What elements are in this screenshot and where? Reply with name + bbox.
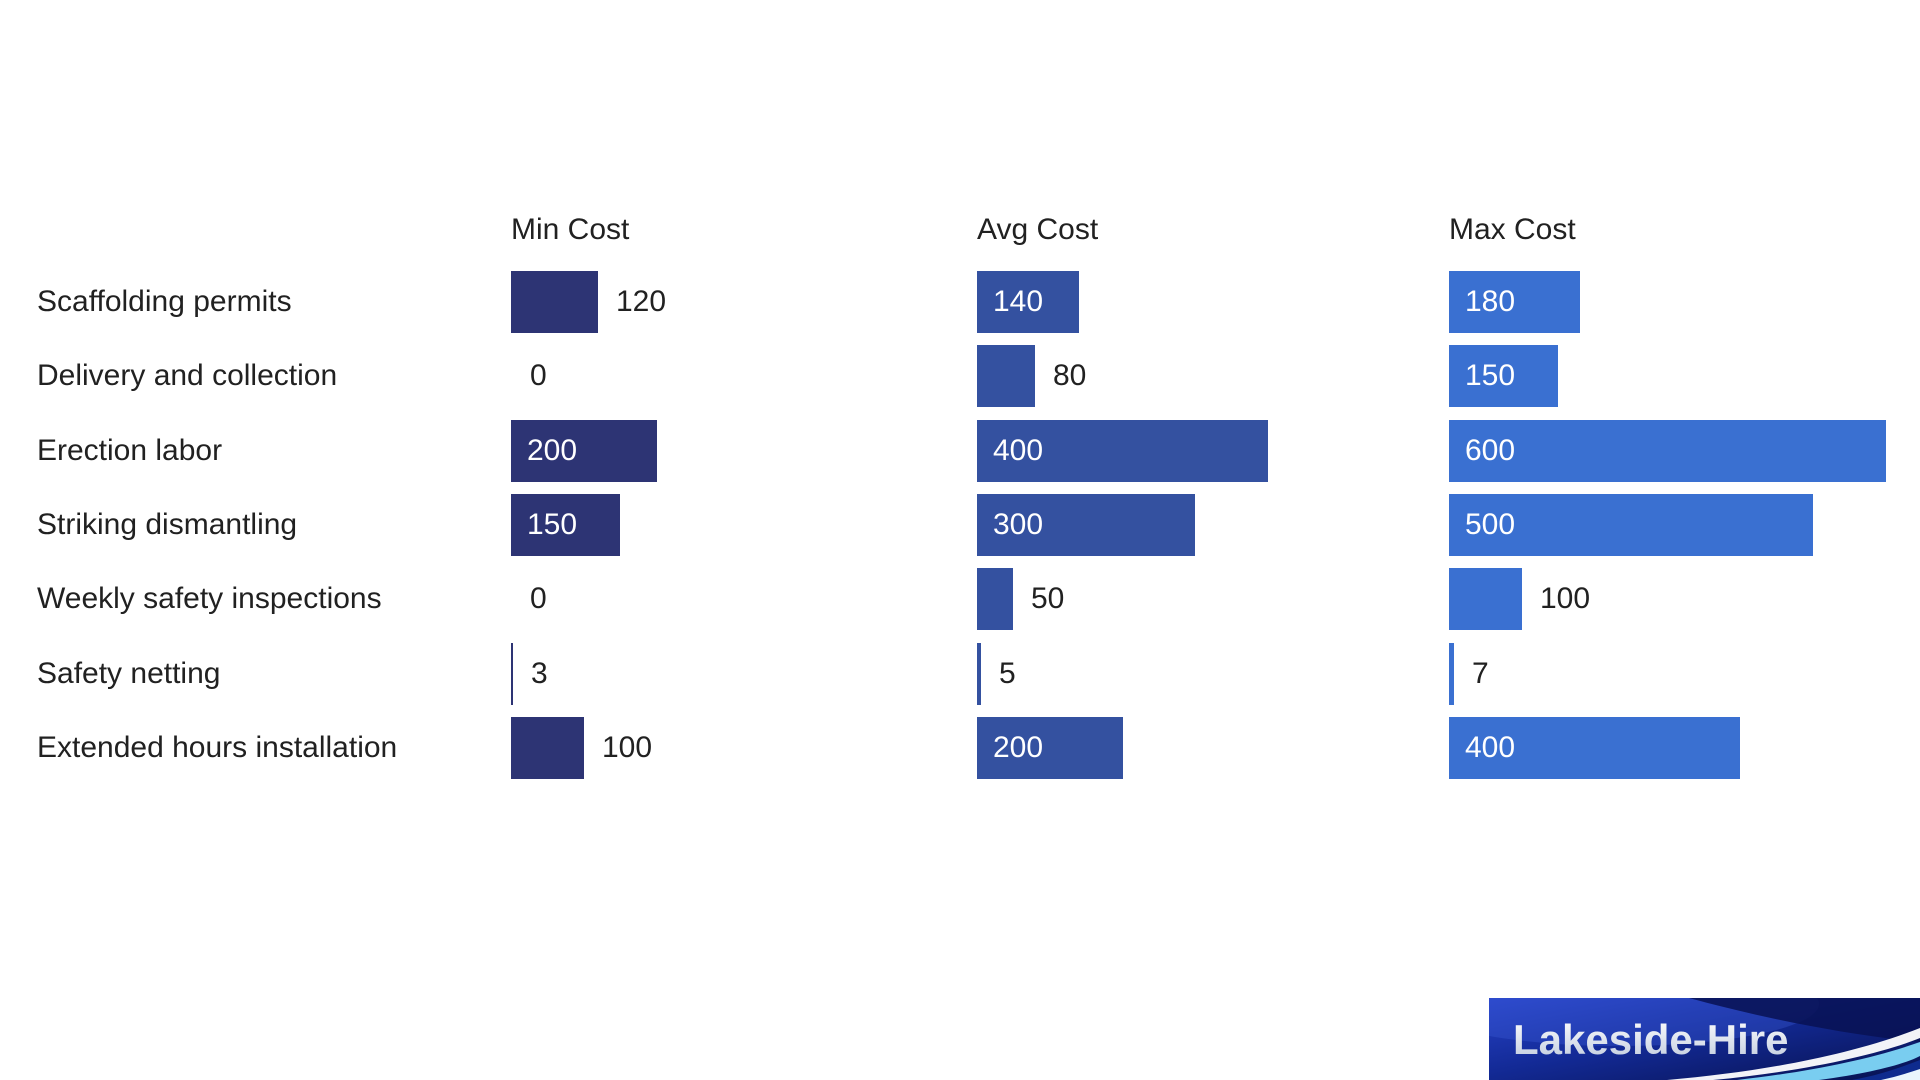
- bar-min-cost-safety-netting: [511, 642, 513, 705]
- value-label: 120: [616, 285, 667, 318]
- bar-avg-cost-weekly-safety-inspections: [977, 568, 1013, 631]
- value-label: 0: [530, 359, 547, 393]
- series-header-min-cost: Min Cost: [511, 213, 630, 246]
- value-label: 400: [993, 433, 1044, 467]
- bar-max-cost-scaffolding-permits: 180: [1449, 271, 1580, 333]
- bar-min-cost-extended-hours-installation: [511, 716, 584, 779]
- bar-avg-cost-scaffolding-permits: 140: [977, 271, 1079, 333]
- value-label: 80: [1053, 359, 1087, 393]
- bar-max-cost-delivery-and-collection: 150: [1449, 345, 1558, 408]
- category-label-delivery-and-collection: Delivery and collection: [37, 359, 338, 393]
- value-label: 600: [1465, 433, 1516, 467]
- value-label: 100: [1540, 582, 1591, 616]
- category-label-safety-netting: Safety netting: [37, 656, 221, 690]
- bar-max-cost-weekly-safety-inspections: [1449, 568, 1522, 631]
- value-label: 200: [993, 730, 1044, 764]
- category-label-scaffolding-permits: Scaffolding permits: [37, 285, 292, 318]
- bar-avg-cost-erection-labor: 400: [977, 419, 1268, 482]
- value-label: 400: [1465, 730, 1516, 764]
- series-header-avg-cost: Avg Cost: [977, 213, 1099, 246]
- logo-swoosh-cyan-band: [1737, 1042, 1920, 1080]
- bar-max-cost-extended-hours-installation: 400: [1449, 716, 1740, 779]
- category-label-striking-dismantling: Striking dismantling: [37, 507, 298, 541]
- bar-avg-cost-extended-hours-installation: 200: [977, 716, 1123, 779]
- bar-min-cost-scaffolding-permits: [511, 271, 598, 333]
- value-label: 3: [531, 656, 548, 690]
- category-label-weekly-safety-inspections: Weekly safety inspections: [37, 582, 382, 616]
- bar-avg-cost-delivery-and-collection: [977, 345, 1035, 408]
- value-label: 100: [602, 730, 653, 764]
- value-label: 140: [993, 285, 1044, 318]
- value-label: 50: [1031, 582, 1065, 616]
- value-label: 150: [1465, 359, 1516, 393]
- category-label-erection-labor: Erection labor: [37, 433, 223, 467]
- bar-min-cost-erection-labor: 200: [511, 419, 657, 482]
- value-label: 500: [1465, 507, 1516, 541]
- logo-swoosh-graphic: Lakeside-Hire: [1489, 998, 1920, 1080]
- lakeside-hire-logo: Lakeside-Hire: [1489, 998, 1920, 1080]
- value-label: 5: [999, 656, 1016, 690]
- value-label: 0: [530, 582, 547, 616]
- value-label: 150: [527, 507, 578, 541]
- bar-min-cost-striking-dismantling: 150: [511, 493, 620, 556]
- logo-text: Lakeside-Hire: [1513, 1016, 1788, 1063]
- bar-max-cost-erection-labor: 600: [1449, 419, 1886, 482]
- value-label: 300: [993, 507, 1044, 541]
- value-label: 7: [1472, 656, 1489, 690]
- value-label: 180: [1465, 285, 1516, 318]
- bar-avg-cost-striking-dismantling: 300: [977, 493, 1195, 556]
- logo-swoosh-white-band: [1667, 1028, 1920, 1080]
- category-label-extended-hours-installation: Extended hours installation: [37, 730, 398, 764]
- bar-avg-cost-safety-netting: [977, 642, 981, 705]
- value-label: 200: [527, 433, 578, 467]
- bar-max-cost-safety-netting: [1449, 642, 1454, 705]
- series-header-max-cost: Max Cost: [1449, 213, 1576, 246]
- bar-max-cost-striking-dismantling: 500: [1449, 493, 1813, 556]
